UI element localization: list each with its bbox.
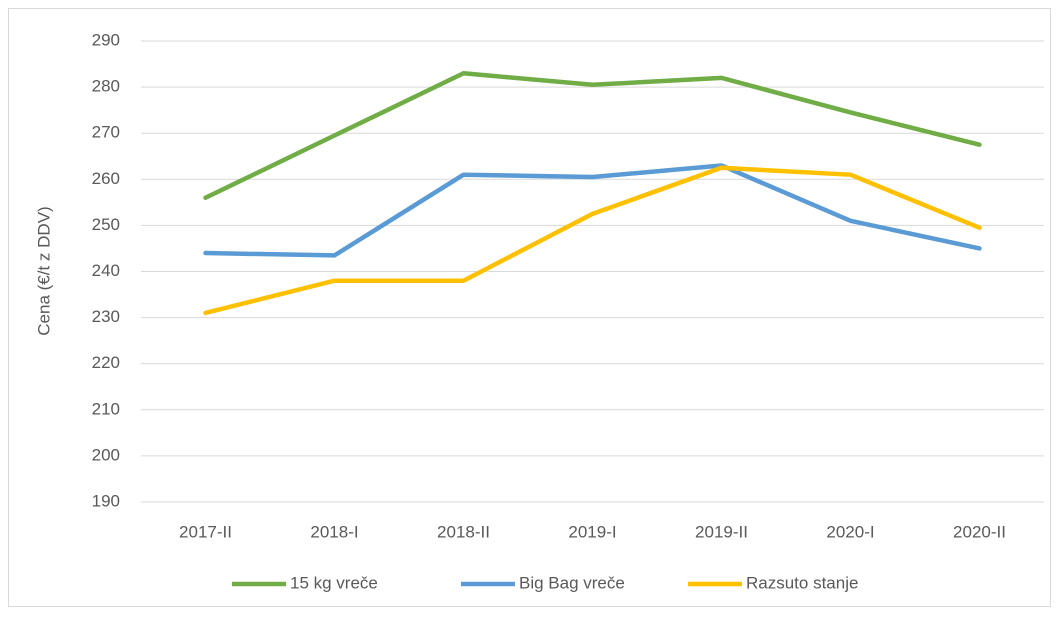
y-axis-label: Cena (€/t z DDV): [34, 206, 53, 335]
y-tick-label: 220: [92, 353, 120, 372]
y-tick-label: 230: [92, 307, 120, 326]
y-tick-label: 240: [92, 261, 120, 280]
x-tick-label: 2020-I: [826, 522, 874, 541]
legend-label: Big Bag vreče: [519, 573, 625, 592]
y-tick-label: 260: [92, 169, 120, 188]
y-tick-label: 290: [92, 30, 120, 49]
series-line: [203, 71, 982, 200]
legend-label: Razsuto stanje: [746, 573, 858, 592]
legend-label: 15 kg vreče: [290, 573, 378, 592]
series-line: [203, 163, 982, 258]
y-tick-label: 270: [92, 123, 120, 142]
y-tick-label: 200: [92, 445, 120, 464]
y-tick-label: 190: [92, 491, 120, 510]
y-tick-label: 250: [92, 215, 120, 234]
x-tick-label: 2019-I: [568, 522, 616, 541]
x-tick-label: 2018-I: [310, 522, 358, 541]
x-tick-label: 2020-II: [953, 522, 1006, 541]
x-tick-label: 2019-II: [695, 522, 748, 541]
chart-frame: [8, 8, 1051, 607]
y-tick-label: 280: [92, 77, 120, 96]
x-tick-label: 2017-II: [179, 522, 232, 541]
series-line: [203, 165, 982, 316]
y-tick-label: 210: [92, 399, 120, 418]
x-tick-label: 2018-II: [437, 522, 490, 541]
